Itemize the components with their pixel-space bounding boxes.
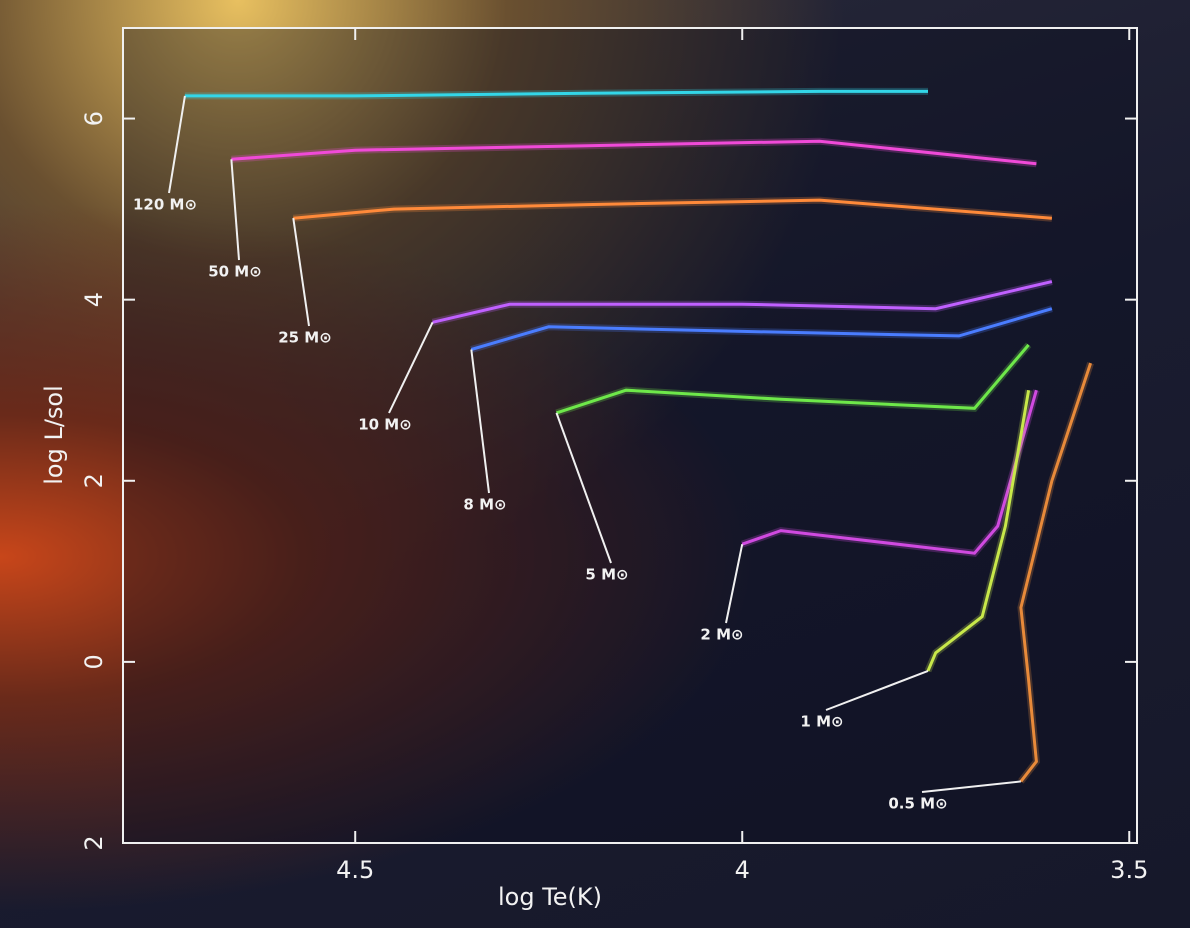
track-label: 0.5 M⊙ (888, 795, 947, 813)
track-label: 2 M⊙ (700, 626, 743, 644)
plot-frame (123, 28, 1137, 843)
track-label: 5 M⊙ (585, 566, 628, 584)
page: log Te(K) log L/sol 4.5 4 3.5 6 4 2 0 2 120 M⊙ 50… (0, 0, 1190, 928)
track-label: 50 M⊙ (208, 263, 262, 281)
y-tick-label: 2 (80, 473, 108, 488)
chart: log Te(K) log L/sol 4.5 4 3.5 6 4 2 0 2 120 M⊙ 50… (0, 0, 1190, 928)
x-tick-label: 4.5 (336, 856, 374, 884)
x-axis-label: log Te(K) (498, 883, 602, 911)
y-tick-label: 6 (80, 111, 108, 126)
track-label: 1 M⊙ (800, 713, 843, 731)
x-tick-label: 3.5 (1110, 856, 1148, 884)
y-tick-label: 0 (80, 654, 108, 669)
y-axis-label: log L/sol (40, 385, 68, 485)
track-label: 120 M⊙ (133, 196, 197, 214)
y-tick-label: 2 (80, 835, 108, 850)
y-tick-label: 4 (80, 292, 108, 307)
x-tick-label: 4 (735, 856, 750, 884)
track-label: 10 M⊙ (358, 416, 412, 434)
track-label: 25 M⊙ (278, 329, 332, 347)
track-label: 8 M⊙ (463, 496, 506, 514)
